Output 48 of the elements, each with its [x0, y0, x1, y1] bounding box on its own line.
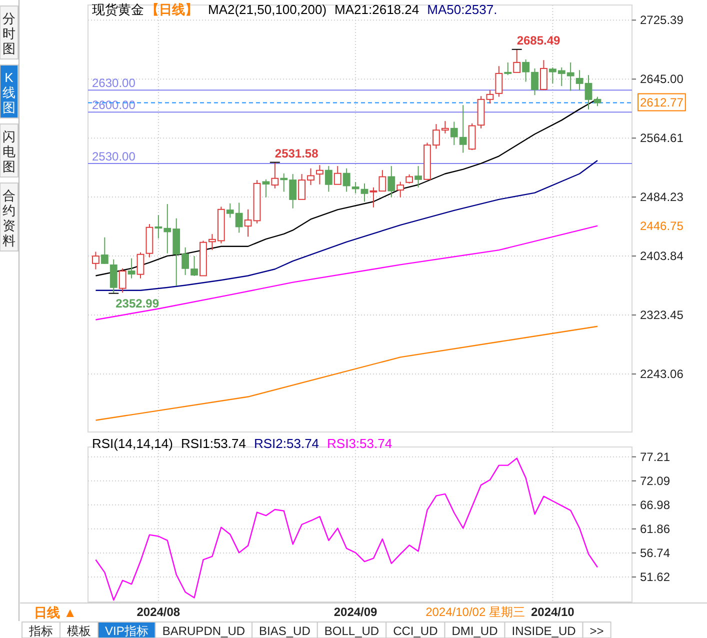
text: 2446.75 [640, 218, 684, 233]
ref-line-label: 2600.00 [92, 98, 136, 112]
text: 2024/10/02 星期三 [426, 605, 525, 619]
y-tick-label: 66.98 [640, 498, 670, 512]
text: 合约资料 [2, 188, 16, 248]
x-tick-label: 2024/10 [530, 605, 575, 619]
y-tick-label: 2323.45 [640, 308, 684, 322]
text: 日线 ▲ [34, 605, 76, 620]
y-tick-label: 77.21 [640, 450, 670, 464]
x-tick-label: 2024/09 [334, 605, 378, 619]
y-tick-label: 61.86 [640, 522, 670, 536]
text: BARUPDN_UD [162, 624, 246, 638]
annotation: 2685.49 [516, 33, 561, 48]
x-tick-label: 2024/08 [136, 605, 180, 619]
annotation: 2352.99 [116, 296, 160, 310]
y-tick-label: 51.62 [640, 570, 670, 584]
line-series [95, 160, 598, 291]
text: 模板 [67, 624, 91, 638]
line-series [95, 326, 598, 421]
chart-title: 现货黄金 [92, 2, 144, 17]
y-tick-label: 2645.00 [640, 72, 684, 86]
line-series [95, 225, 598, 320]
text: 闪电图 [2, 129, 16, 174]
text: DMI_UD [452, 624, 498, 638]
y-tick-label: 72.09 [640, 474, 670, 488]
text: >> [590, 624, 604, 638]
y-tick-label: 2484.23 [640, 190, 684, 204]
text: K线图 [2, 70, 16, 115]
ref-line-label: 2612.77 [640, 96, 684, 110]
y-tick-label: 2243.06 [640, 366, 684, 381]
line-series [95, 458, 598, 601]
chart-subtitle: 【日线】 [146, 2, 198, 17]
text: BOLL_UD [324, 624, 380, 638]
text: 指标 [28, 624, 53, 638]
annotation: 2531.58 [274, 146, 319, 160]
legend: MA2(21,50,100,200) MA21:2618.24 MA50:2537. [208, 2, 498, 17]
y-tick-label: 2564.61 [640, 131, 684, 146]
text: 分时图 [2, 11, 16, 56]
y-tick-label: 2403.84 [640, 249, 684, 264]
text: CCI_UD [393, 624, 438, 638]
y-tick-label: 56.74 [640, 546, 670, 560]
legend: RSI(14,14,14) RSI1:53.74 RSI2:53.74 RSI3:53.74 [92, 436, 392, 451]
ref-line-label: 2630.00 [92, 76, 136, 90]
ref-line-label: 2530.00 [92, 149, 136, 164]
text: INSIDE_UD [512, 624, 576, 638]
text: VIP指标 [105, 624, 148, 638]
y-tick-label: 2725.39 [640, 13, 684, 28]
text: BIAS_UD [259, 624, 311, 638]
